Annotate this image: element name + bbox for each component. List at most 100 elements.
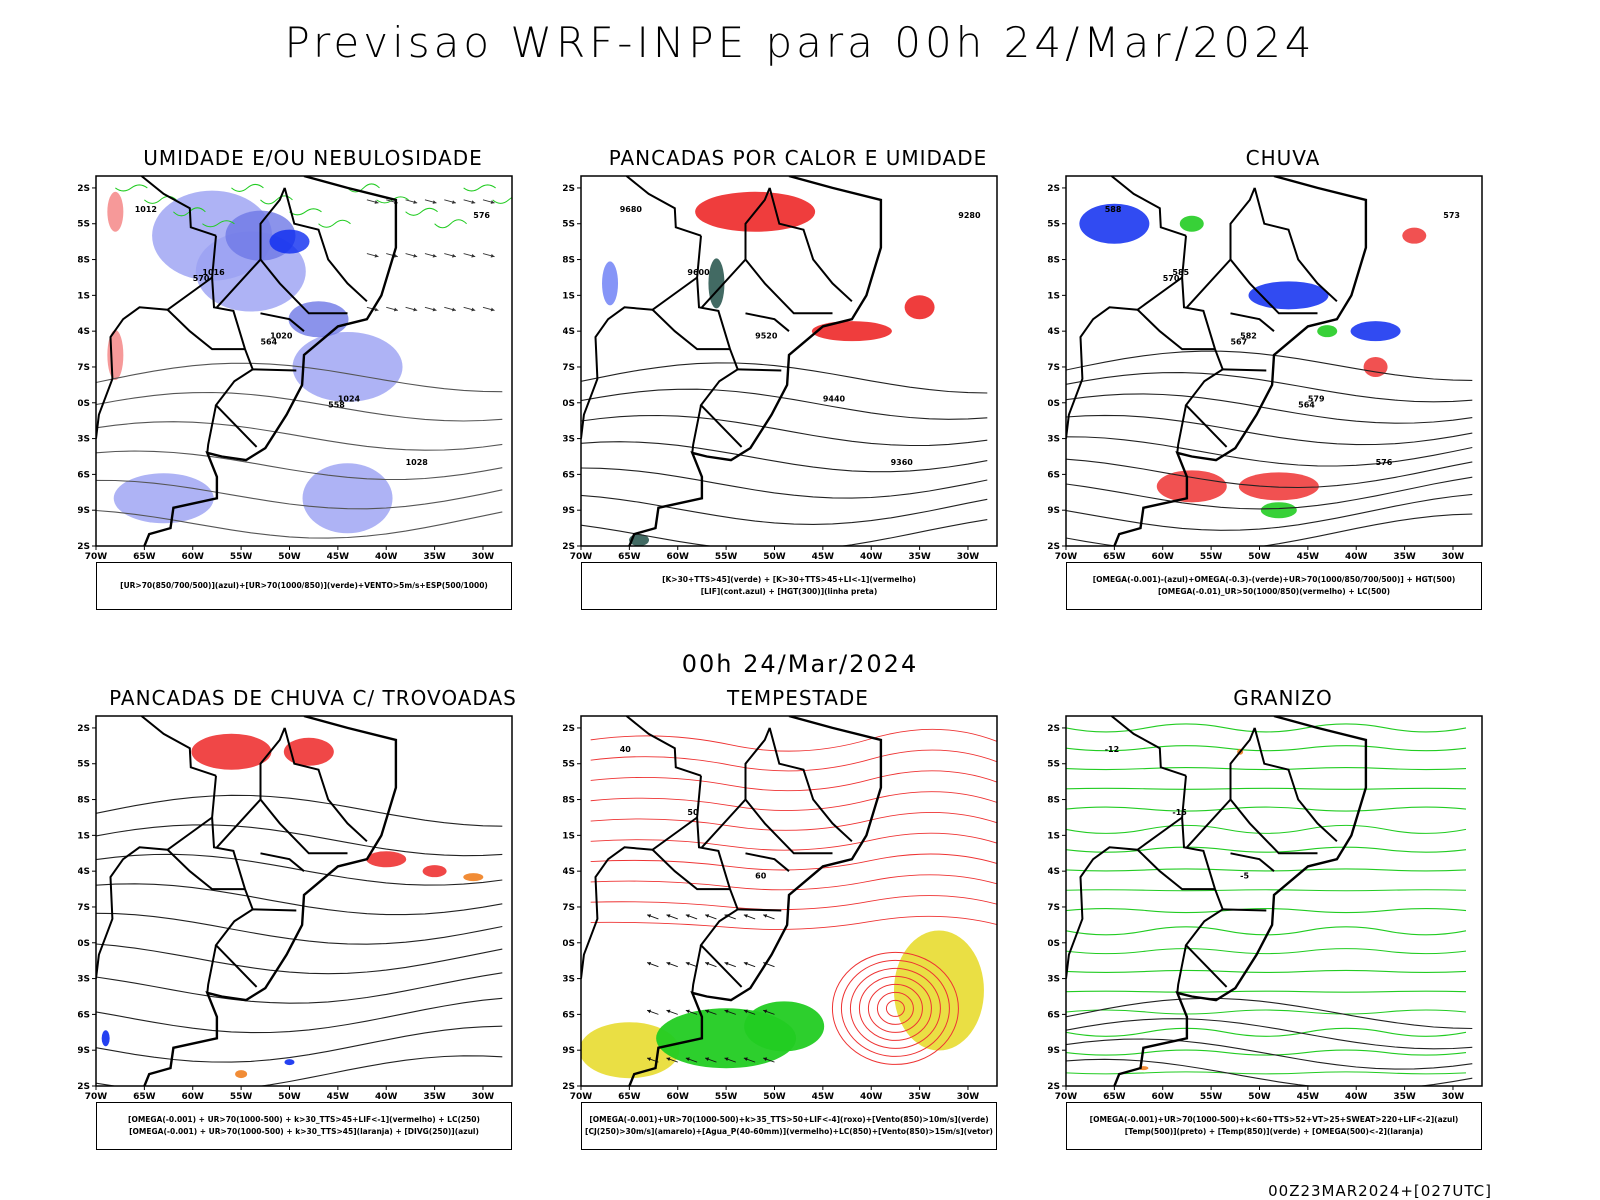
lon-label: 35W [1393, 1092, 1416, 1102]
lon-label: 60W [1152, 552, 1175, 562]
lat-label: 15S [563, 760, 575, 770]
political-border [737, 908, 782, 912]
lon-label: 65W [618, 552, 641, 562]
contour-label: 567 [1230, 337, 1247, 346]
contour-label: 40 [620, 745, 632, 754]
coastline [1113, 716, 1368, 1086]
lat-label: 21S [1048, 291, 1060, 301]
legend-box: [OMEGA(-0.001)-(azul)+OMEGA(-0.3)-(verde… [1066, 562, 1482, 610]
lon-label: 55W [715, 1092, 738, 1102]
political-border [1253, 187, 1338, 303]
lon-label: 40W [860, 552, 883, 562]
map-frame [1065, 715, 1483, 1087]
lat-label: 36S [1048, 1010, 1060, 1020]
legend-line: [OMEGA(-0.001) + UR>70(1000-500) + k>30_… [129, 1127, 479, 1136]
forecast-time-title: 00h 24/Mar/2024 [681, 650, 919, 678]
panel-chuva: CHUVA 588 585 582 579 576 573 570 567 564 12S 15S 18… [1048, 146, 1518, 616]
legend-line: [OMEGA(-0.001)-(azul)+OMEGA(-0.3)-(verde… [1092, 575, 1456, 584]
lon-label: 30W [1442, 552, 1465, 562]
lat-label: 42S [78, 542, 90, 552]
lat-label: 30S [1048, 939, 1060, 949]
contour-label: 1020 [270, 331, 293, 340]
lat-label: 18S [78, 796, 90, 806]
political-border [768, 727, 853, 843]
contour-label: -5 [1240, 871, 1249, 880]
political-border [259, 258, 348, 315]
lat-label: 36S [78, 470, 90, 480]
contour-label: 564 [1298, 401, 1315, 410]
lon-label: 40W [860, 1092, 883, 1102]
contour-label: 564 [260, 337, 277, 346]
political-border [1253, 727, 1338, 843]
lat-label: 27S [1048, 903, 1060, 913]
contour-label: 570 [1163, 274, 1180, 283]
map-granizo: -12 -15 -5 12S 15S 18S 21S 24S 27S 30S 33S 36S 39S 42… [1048, 715, 1483, 1102]
lon-label: 45W [812, 1092, 835, 1102]
main-title: Previsao WRF-INPE para 00h 24/Mar/2024 [284, 18, 1316, 67]
lat-label: 21S [78, 291, 90, 301]
lat-label: 33S [1048, 435, 1060, 445]
lon-label: 70W [570, 552, 593, 562]
lon-label: 50W [1248, 552, 1271, 562]
lat-label: 42S [1048, 542, 1060, 552]
legend-line: [OMEGA(-0.001) + UR>70(1000-500) + k>30_… [128, 1115, 480, 1124]
contour-label: 585 [1172, 268, 1189, 277]
lon-label: 55W [230, 552, 253, 562]
panel-pancadas-trovoadas: PANCADAS DE CHUVA C/ TROVOADAS 12S 15S 18S 2… [78, 686, 548, 1156]
legend-line: [UR>70(850/700/500)](azul)+[UR>70(1000/8… [120, 581, 488, 590]
lon-label: 45W [812, 552, 835, 562]
lat-label: 30S [78, 399, 90, 409]
map-pancadas-calor: 9680 9600 9520 9440 9360 9280 12S 15S 18S 21S 24S 2… [563, 175, 998, 562]
political-border [1176, 405, 1187, 454]
legend-line: [OMEGA(-0.001)+UR>70(1000-500)+k>35_TTS>… [589, 1115, 989, 1124]
lon-label: 50W [278, 552, 301, 562]
lon-label: 70W [85, 1092, 108, 1102]
political-border [745, 852, 790, 872]
lon-label: 40W [1345, 552, 1368, 562]
lon-label: 60W [182, 1092, 205, 1102]
contour-label: 9360 [891, 458, 914, 467]
lon-label: 40W [375, 552, 398, 562]
legend-line: [LIF](cont.azul) + [HGT(300)](linha pret… [700, 587, 878, 596]
lon-label: 65W [133, 552, 156, 562]
lat-label: 12S [563, 724, 575, 734]
political-border [96, 846, 168, 979]
political-border [737, 368, 782, 372]
political-border [166, 816, 245, 891]
lon-label: 65W [1103, 1092, 1126, 1102]
political-border [1136, 276, 1215, 351]
political-border [283, 727, 368, 843]
contour-label: 582 [1240, 331, 1257, 340]
contour-label: -12 [1105, 745, 1119, 754]
political-border [140, 716, 217, 777]
political-border [651, 276, 730, 351]
lon-label: 35W [1393, 552, 1416, 562]
political-border [744, 258, 833, 315]
lon-label: 55W [230, 1092, 253, 1102]
legend-line: [K>30+TTS>45](verde) + [K>30+TTS>45+LI<-… [662, 575, 916, 584]
lat-label: 36S [1048, 470, 1060, 480]
coastline [143, 716, 398, 1086]
lat-label: 39S [78, 1046, 90, 1056]
lat-label: 12S [78, 184, 90, 194]
lon-label: 60W [667, 1092, 690, 1102]
coastline [628, 716, 883, 1086]
lon-label: 60W [182, 552, 205, 562]
legend-box: [OMEGA(-0.001)+UR>70(1000-500)+k>35_TTS>… [581, 1102, 997, 1150]
lon-label: 65W [1103, 552, 1126, 562]
lat-label: 24S [563, 327, 575, 337]
lat-label: 12S [78, 724, 90, 734]
lon-label: 45W [1297, 552, 1320, 562]
lon-label: 35W [908, 552, 931, 562]
lat-label: 18S [563, 256, 575, 266]
lat-label: 15S [1048, 220, 1060, 230]
legend-box: [OMEGA(-0.001)+UR>70(1000-500)+k<60+TTS>… [1066, 1102, 1482, 1150]
map-borders [581, 716, 883, 1086]
contour-label: 558 [328, 401, 345, 410]
political-border [259, 798, 348, 855]
lon-label: 65W [618, 1092, 641, 1102]
lat-label: 36S [563, 470, 575, 480]
map-frame [1065, 175, 1483, 547]
map-borders [96, 176, 398, 546]
map-tempestade: 40 50 60 12S 15S 18S 21S 24S 27S 30S 33S 36S 39S 42S7… [563, 715, 998, 1102]
